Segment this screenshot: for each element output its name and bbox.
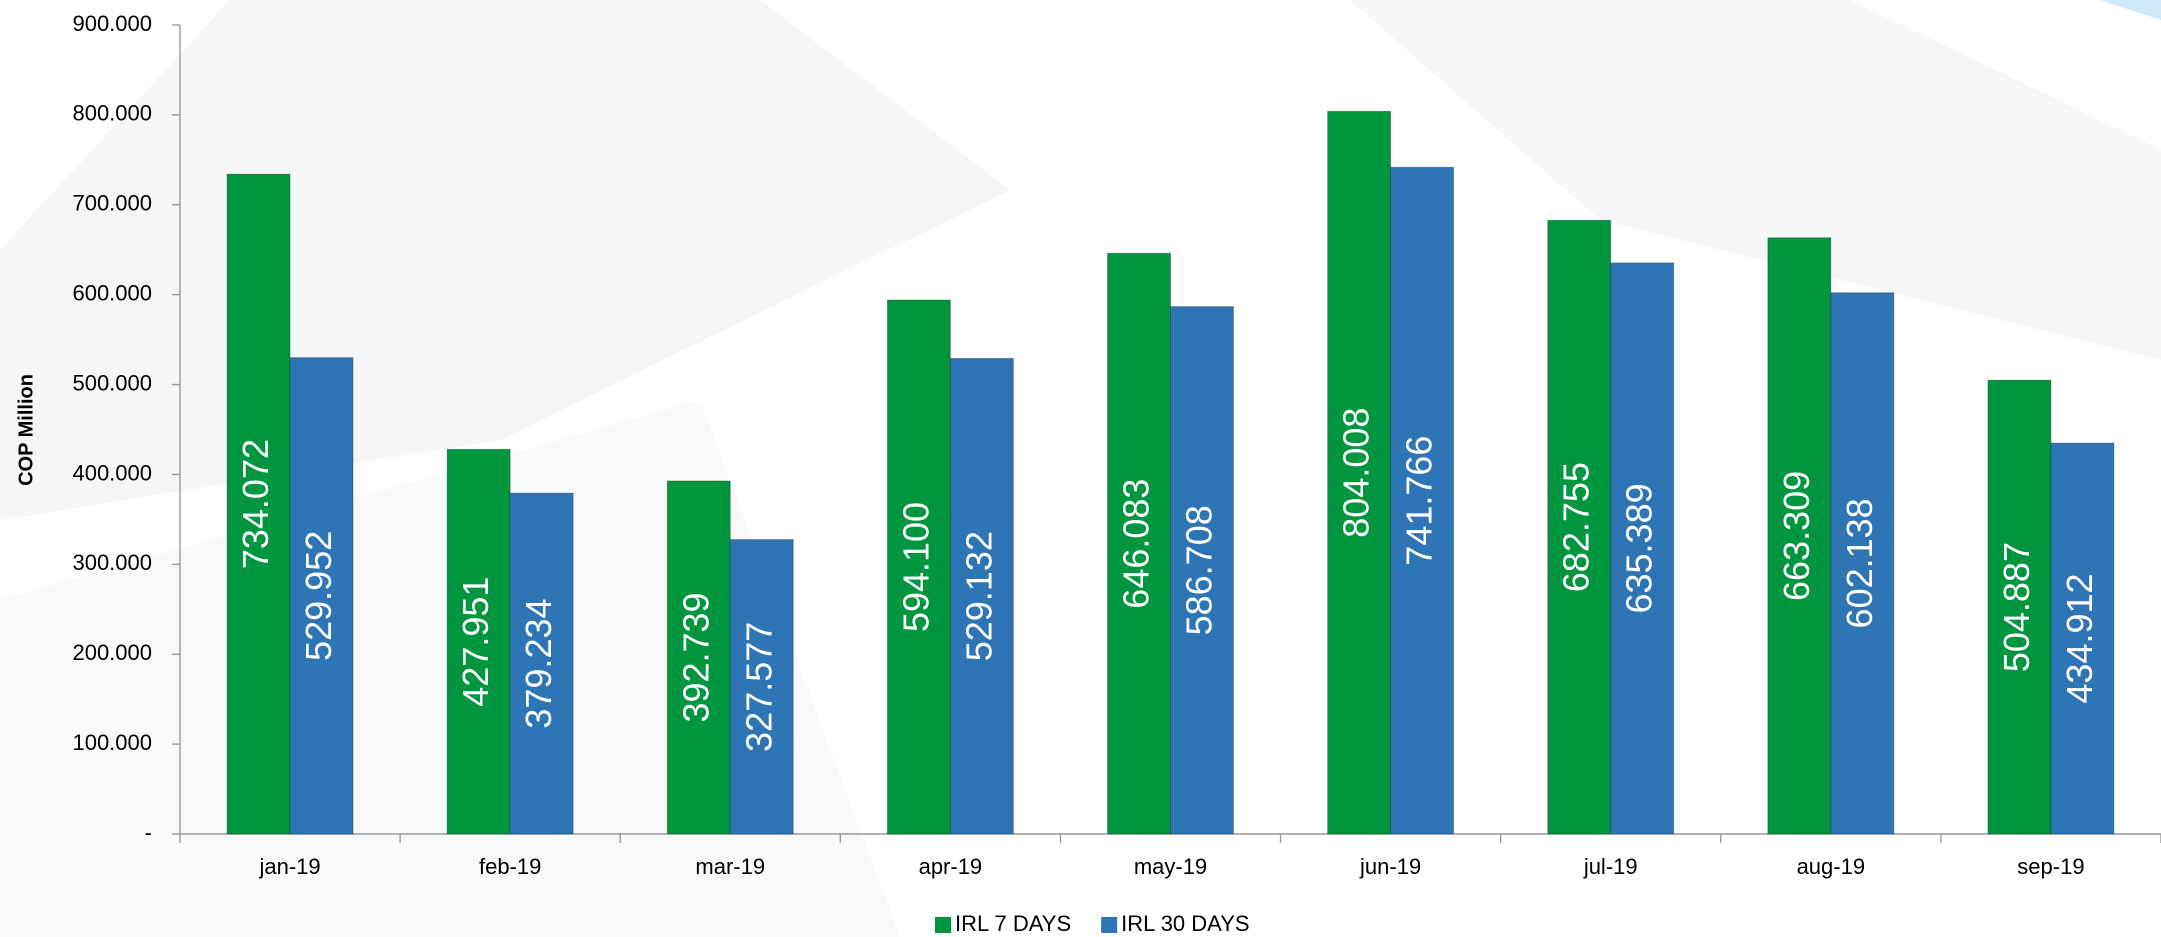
legend-swatch <box>935 917 951 933</box>
bar <box>2050 442 2115 835</box>
value-label: 504.887 <box>1996 542 2037 672</box>
bar <box>949 357 1014 835</box>
bar <box>1327 110 1392 835</box>
value-label: 635.389 <box>1619 483 1660 613</box>
value-label: 663.309 <box>1776 471 1817 601</box>
bar <box>289 357 354 835</box>
x-tick-label: jan-19 <box>258 854 320 879</box>
bar <box>666 480 731 835</box>
bar <box>1830 292 1895 835</box>
y-tick-label: 800.000 <box>72 101 152 126</box>
value-label: 427.951 <box>455 577 496 707</box>
legend-label: IRL 7 DAYS <box>955 911 1071 936</box>
x-tick-label: mar-19 <box>695 854 765 879</box>
bar <box>886 299 951 835</box>
value-label: 804.008 <box>1336 408 1377 538</box>
bar <box>509 492 574 835</box>
legend-label: IRL 30 DAYS <box>1121 911 1249 936</box>
legend-swatch <box>1101 917 1118 933</box>
x-tick-label: jul-19 <box>1583 854 1638 879</box>
bar <box>1610 262 1675 835</box>
y-tick-label: 100.000 <box>72 730 152 755</box>
x-tick-label: feb-19 <box>479 854 541 879</box>
value-label: 682.755 <box>1556 462 1597 592</box>
x-tick-label: apr-19 <box>919 854 983 879</box>
bar <box>1170 306 1234 835</box>
value-label: 734.072 <box>235 439 276 569</box>
y-tick-label: 500.000 <box>72 370 152 395</box>
value-label: 586.708 <box>1179 505 1220 635</box>
value-label: 646.083 <box>1116 479 1157 609</box>
x-tick-label: sep-19 <box>2017 854 2084 879</box>
value-label: 392.739 <box>675 592 716 722</box>
value-label: 327.577 <box>738 622 779 752</box>
bar <box>729 539 794 835</box>
bar <box>1547 219 1612 835</box>
bar <box>1987 379 2052 835</box>
value-label: 434.912 <box>2059 573 2100 703</box>
y-tick-label: 300.000 <box>72 550 152 575</box>
bar <box>226 173 291 835</box>
bar <box>1107 252 1171 835</box>
value-label: 602.138 <box>1839 498 1880 628</box>
x-tick-label: may-19 <box>1134 854 1207 879</box>
value-label: 741.766 <box>1399 436 1440 566</box>
y-tick-label: 700.000 <box>72 191 152 216</box>
y-tick-label: - <box>145 820 152 845</box>
bar <box>446 448 511 835</box>
y-tick-label: 200.000 <box>72 640 152 665</box>
x-tick-label: jun-19 <box>1359 854 1421 879</box>
y-tick-label: 900.000 <box>72 11 152 36</box>
value-label: 529.132 <box>958 531 999 661</box>
y-axis-title: COP Million <box>15 374 37 486</box>
bar <box>1767 237 1832 835</box>
y-tick-label: 400.000 <box>72 460 152 485</box>
x-tick-label: aug-19 <box>1797 854 1866 879</box>
value-label: 379.234 <box>518 598 559 728</box>
y-tick-label: 600.000 <box>72 280 152 305</box>
value-label: 594.100 <box>895 502 936 632</box>
bar <box>1390 166 1455 835</box>
value-label: 529.952 <box>298 531 339 661</box>
